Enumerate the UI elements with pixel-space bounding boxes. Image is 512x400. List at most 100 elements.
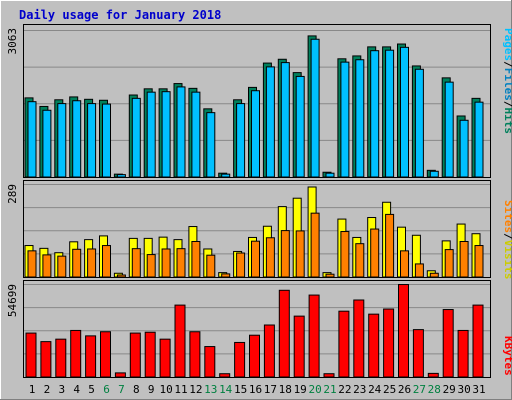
- bar-files-day-18: [280, 62, 290, 178]
- bar-files-day-10: [161, 91, 171, 178]
- bar-kbytes-day-16: [249, 334, 260, 378]
- day-label-15: 15: [234, 383, 247, 396]
- bar-files-day-15: [236, 103, 246, 178]
- day-label-4: 4: [73, 383, 80, 396]
- bar-files-day-9: [146, 91, 156, 178]
- bar-files-day-13: [206, 112, 216, 178]
- y-max-label-middle: 289: [6, 184, 19, 204]
- day-label-8: 8: [133, 383, 140, 396]
- bar-files-day-4: [72, 100, 82, 178]
- bar-sites-day-24: [370, 228, 380, 278]
- bar-sites-day-30: [459, 240, 469, 278]
- bar-kbytes-day-1: [25, 332, 37, 378]
- bar-kbytes-day-28: [427, 372, 439, 378]
- bar-files-day-20: [310, 38, 320, 178]
- bar-kbytes-day-3: [55, 338, 67, 378]
- bar-files-day-21: [325, 172, 335, 178]
- bar-sites-day-2: [42, 254, 52, 278]
- bar-kbytes-day-30: [457, 329, 469, 378]
- bar-files-day-12: [191, 91, 201, 178]
- bar-kbytes-day-25: [383, 308, 395, 378]
- bar-sites-day-28: [429, 272, 439, 278]
- day-label-30: 30: [457, 383, 470, 396]
- bar-kbytes-day-31: [472, 304, 484, 378]
- day-label-3: 3: [58, 383, 65, 396]
- day-label-28: 28: [428, 383, 441, 396]
- bar-sites-day-20: [310, 212, 320, 278]
- bar-files-day-8: [131, 97, 141, 178]
- bar-sites-day-21: [325, 273, 335, 278]
- bar-kbytes-day-24: [368, 313, 380, 378]
- bar-kbytes-day-19: [293, 315, 305, 378]
- bar-files-day-22: [340, 61, 350, 178]
- bar-kbytes-day-10: [159, 338, 171, 378]
- day-label-25: 25: [383, 383, 396, 396]
- bar-kbytes-day-27: [412, 329, 424, 378]
- bar-files-day-25: [385, 49, 395, 178]
- bar-kbytes-day-23: [353, 299, 365, 378]
- bars-bottom: [25, 284, 484, 378]
- bar-files-day-24: [370, 50, 380, 178]
- bar-sites-day-6: [102, 245, 111, 278]
- legend-sep-3: /: [502, 233, 512, 240]
- bar-kbytes-day-12: [189, 331, 201, 378]
- bar-files-day-1: [27, 101, 37, 178]
- bar-sites-day-8: [131, 248, 141, 278]
- day-label-26: 26: [398, 383, 411, 396]
- bar-kbytes-day-17: [263, 324, 275, 378]
- bars-top: [24, 35, 484, 178]
- bar-sites-day-25: [385, 213, 395, 278]
- day-label-23: 23: [353, 383, 366, 396]
- bar-sites-day-16: [251, 240, 260, 278]
- bar-sites-day-5: [87, 248, 97, 278]
- bar-sites-day-17: [265, 237, 275, 278]
- panel-bottom-frame: [23, 280, 491, 378]
- bar-sites-day-31: [474, 245, 484, 278]
- day-label-19: 19: [294, 383, 307, 396]
- bar-kbytes-day-21: [323, 373, 335, 378]
- bar-files-day-7: [116, 174, 126, 178]
- bar-sites-day-15: [236, 252, 246, 278]
- bar-files-day-28: [429, 170, 439, 178]
- bar-kbytes-day-9: [144, 331, 156, 378]
- day-label-6: 6: [103, 383, 110, 396]
- bar-kbytes-day-11: [174, 304, 186, 378]
- day-label-22: 22: [338, 383, 351, 396]
- legend-hits: Hits: [502, 108, 512, 135]
- bar-sites-day-7: [116, 274, 126, 278]
- day-label-11: 11: [174, 383, 187, 396]
- day-label-2: 2: [44, 383, 51, 396]
- bar-files-day-16: [251, 90, 260, 178]
- bar-files-day-6: [102, 103, 111, 178]
- day-label-20: 20: [308, 383, 321, 396]
- bar-files-day-17: [265, 66, 275, 178]
- bar-sites-day-3: [57, 255, 67, 278]
- day-label-14: 14: [219, 383, 233, 396]
- day-label-10: 10: [159, 383, 172, 396]
- bar-files-day-29: [444, 81, 454, 178]
- day-label-17: 17: [264, 383, 277, 396]
- day-label-29: 29: [443, 383, 456, 396]
- day-label-16: 16: [249, 383, 262, 396]
- legend-bottom: KBytes: [502, 336, 512, 376]
- bar-kbytes-day-18: [278, 289, 290, 378]
- day-label-1: 1: [29, 383, 36, 396]
- bar-files-day-31: [474, 101, 484, 178]
- bars-middle: [24, 186, 484, 278]
- bar-sites-day-12: [191, 240, 201, 278]
- bar-files-day-30: [459, 119, 469, 178]
- bar-sites-day-26: [400, 250, 409, 278]
- day-label-18: 18: [279, 383, 292, 396]
- y-max-label-top: 3063: [6, 28, 19, 55]
- bar-files-day-19: [295, 75, 305, 178]
- bar-sites-day-13: [206, 254, 216, 278]
- day-label-27: 27: [413, 383, 426, 396]
- bar-kbytes-day-6: [100, 331, 111, 378]
- bar-files-day-2: [42, 109, 52, 178]
- bar-files-day-26: [400, 46, 409, 178]
- bar-sites-day-27: [414, 263, 424, 278]
- bar-sites-day-10: [161, 248, 171, 278]
- bar-sites-day-1: [27, 250, 37, 278]
- bar-sites-day-9: [146, 254, 156, 278]
